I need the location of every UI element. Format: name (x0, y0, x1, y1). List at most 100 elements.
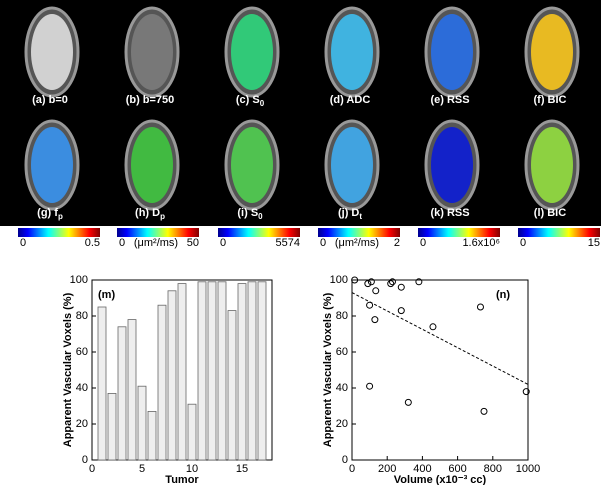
colorbar-max: 0.5 (85, 237, 100, 249)
panel-label-text: (i) S (237, 207, 258, 219)
point (480, 407, 488, 415)
bar (197, 281, 207, 461)
colorbar-max: 15 (588, 237, 600, 249)
colorbar (18, 228, 100, 237)
map-region (231, 127, 273, 203)
bar (137, 385, 147, 461)
bar (217, 281, 227, 461)
x-tick-label: 0 (89, 463, 95, 475)
panel-label-sub: p (160, 212, 165, 221)
map-region (431, 127, 473, 203)
panel-label-text: (h) D (135, 207, 160, 219)
colorbar (117, 228, 199, 237)
colorbar-max: 50 (187, 237, 199, 249)
x-tick-label: 0 (349, 463, 355, 475)
y-tick-label: 80 (336, 310, 348, 322)
panel-label-text: (e) RSS (430, 94, 469, 106)
x-axis-label: Volume (x10⁻³ cc) (394, 474, 487, 485)
panel-label: (k) RSS (430, 207, 469, 219)
y-tick-label: 40 (76, 382, 88, 394)
map-region (431, 14, 473, 90)
bar (207, 281, 217, 461)
y-axis-label: Apparent Vascular Voxels (%) (62, 292, 74, 447)
bar (237, 283, 247, 461)
panel-label-sub: 0 (258, 212, 263, 221)
panel-label: (m) (98, 289, 115, 301)
colorbar-unit: (μm²/ms) (335, 237, 379, 249)
bar (97, 306, 107, 461)
point (397, 307, 405, 315)
plot-frame (351, 279, 529, 461)
image-background (0, 0, 601, 226)
panel-label: (h) Dp (135, 207, 165, 221)
panel-label: (l) BIC (534, 207, 566, 219)
point (397, 283, 405, 291)
bar (227, 310, 237, 461)
point (372, 287, 380, 295)
point (387, 280, 395, 288)
x-tick-label: 400 (413, 463, 431, 475)
y-tick-label: 80 (76, 310, 88, 322)
map-region (131, 127, 173, 203)
colorbar (318, 228, 400, 237)
y-axis-label: Apparent Vascular Voxels (%) (322, 292, 334, 447)
panel-label: (c) S0 (236, 94, 265, 108)
y-tick-label: 60 (76, 346, 88, 358)
map-region (531, 127, 573, 203)
panel-label: (n) (496, 289, 510, 301)
x-tick-label: 1000 (516, 463, 540, 475)
bar (257, 281, 267, 461)
map-region (331, 14, 373, 90)
point (371, 316, 379, 324)
panel-label-text: (d) ADC (330, 94, 371, 106)
bar (187, 403, 197, 461)
panel-label: (j) Dt (338, 207, 362, 221)
x-tick-label: 5 (139, 463, 145, 475)
y-tick-label: 100 (70, 274, 88, 286)
panel-label: (i) S0 (237, 207, 263, 221)
panel-label-sub: p (58, 212, 63, 221)
panel-label: (b) b=750 (126, 94, 175, 106)
colorbar-max: 1.6x10⁶ (462, 237, 500, 249)
point (366, 382, 374, 390)
colorbar-min: 0 (520, 237, 526, 249)
map-region (231, 14, 273, 90)
colorbar-max: 5574 (276, 237, 300, 249)
panel-label: (d) ADC (330, 94, 371, 106)
point (388, 278, 396, 286)
y-tick-label: 60 (336, 346, 348, 358)
map-region (331, 127, 373, 203)
colorbar-unit: (μm²/ms) (134, 237, 178, 249)
bar (107, 392, 117, 461)
panel-label-text: (l) BIC (534, 207, 566, 219)
colorbar-min: 0 (420, 237, 426, 249)
point (476, 303, 484, 311)
map-region (531, 14, 573, 90)
colorbar-min: 0 (119, 237, 125, 249)
point (429, 323, 437, 331)
x-axis-label: Tumor (165, 474, 199, 485)
panel-label: (f) BIC (534, 94, 567, 106)
colorbar-min: 0 (20, 237, 26, 249)
point (404, 398, 412, 406)
bar (177, 283, 187, 461)
colorbar (418, 228, 500, 237)
panel-label: (a) b=0 (32, 94, 68, 106)
x-tick-label: 600 (448, 463, 466, 475)
point (366, 301, 374, 309)
bar (147, 410, 157, 461)
y-tick-label: 40 (336, 382, 348, 394)
colorbar-min: 0 (220, 237, 226, 249)
trend-line (351, 292, 529, 385)
colorbar-min: 0 (320, 237, 326, 249)
map-region (131, 14, 173, 90)
colorbar (518, 228, 600, 237)
panel-label-text: (k) RSS (430, 207, 469, 219)
panel-label-text: (a) b=0 (32, 94, 68, 106)
panel-label-sub: t (359, 212, 362, 221)
y-tick-label: 0 (342, 454, 348, 466)
panel-label-text: (b) b=750 (126, 94, 175, 106)
point (367, 278, 375, 286)
panel-label: (g) fp (37, 207, 63, 221)
